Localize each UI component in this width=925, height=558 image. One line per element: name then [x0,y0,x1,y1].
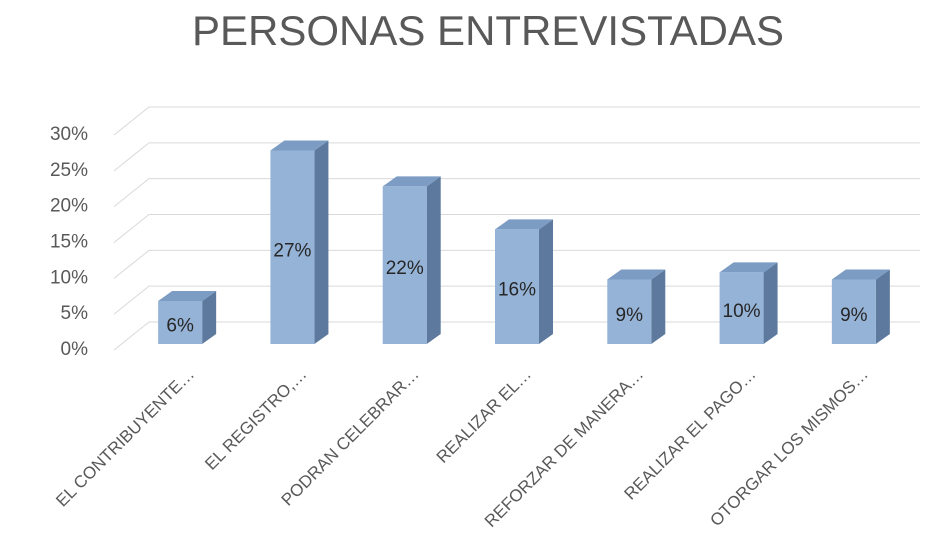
bar-side [763,262,778,344]
bar [831,269,890,344]
x-tick-label: EL CONTRIBUYENTE… [52,365,198,511]
bar-front [158,301,203,344]
bar-front [495,229,539,344]
chart-title: PERSONAS ENTREVISTADAS [192,7,784,54]
y-tick-label: 10% [50,267,88,288]
bar-front [270,150,315,344]
x-tick-label: EL REGISTRO,… [201,365,310,474]
y-tick-label: 30% [50,124,88,145]
bar [270,140,329,344]
x-tick-label: REALIZAR EL PAGO… [621,365,760,504]
x-tick-label: REALIZAR EL… [433,365,535,467]
bar-front [382,186,427,344]
y-tick-label: 5% [61,303,89,324]
bar-top [607,269,666,280]
grid-line [113,178,920,208]
bar-side [875,269,890,344]
y-tick-label: 20% [50,196,88,217]
y-tick-label: 15% [50,232,88,253]
bar-top [719,262,778,273]
data-label: 9% [840,305,868,326]
grid-line [113,106,920,136]
bar-top [270,140,329,151]
bar-side [426,176,441,344]
grid-line [113,249,920,279]
bar-top [382,176,441,187]
bar [382,176,441,344]
data-label: 9% [616,305,644,326]
grid-line [113,142,920,172]
bar [719,262,778,344]
bar-front [607,279,652,344]
bar-side [651,269,666,344]
bar-top [831,269,890,280]
bar-side [539,219,553,344]
bar-side [314,140,329,344]
y-tick-label: 0% [61,339,89,360]
data-label: 10% [723,301,761,322]
data-label: 22% [386,258,424,279]
bar-top [495,219,553,230]
bar-front [831,279,876,344]
data-label: 27% [273,240,311,261]
bar [607,269,666,344]
bar [158,291,217,344]
grid-line [113,214,920,243]
data-label: 6% [166,316,194,337]
bar-side [202,291,217,344]
y-tick-label: 25% [50,160,88,181]
bar-front [719,272,764,344]
bar [495,219,553,344]
bar-top [158,291,217,301]
data-label: 16% [498,280,536,301]
